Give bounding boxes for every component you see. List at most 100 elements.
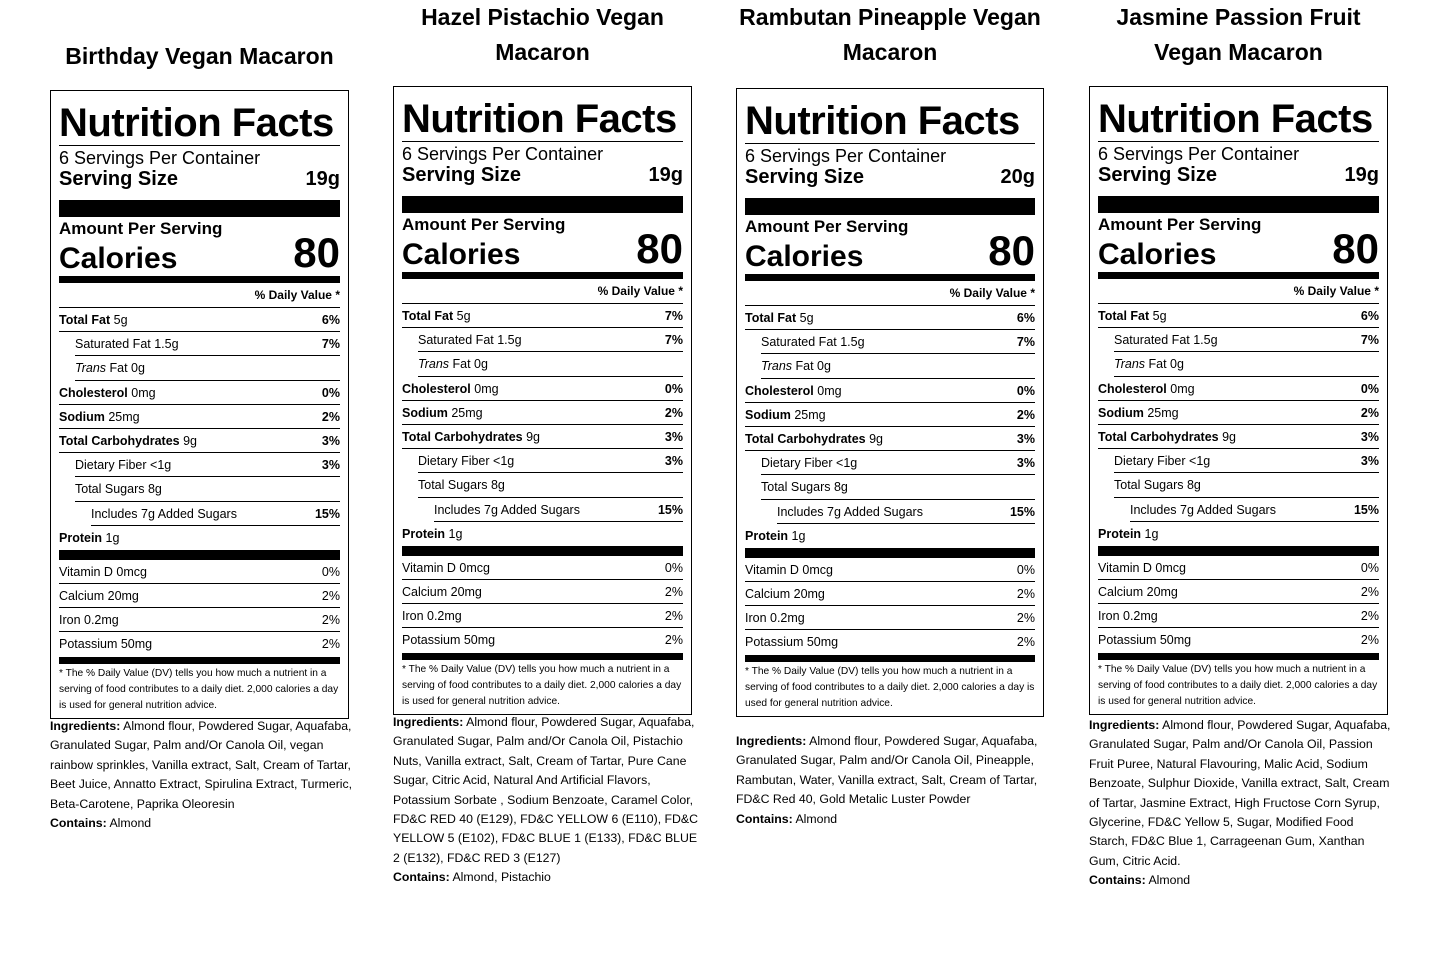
nutrient-amount: <1g [150, 458, 172, 473]
contains-value: Almond [795, 811, 838, 826]
vitamin-row: Iron 0.2mg 2% [59, 608, 340, 633]
serving-size-row: Serving Size 20g [745, 166, 1035, 189]
nutrient-daily-value: 0% [321, 385, 340, 400]
nutrient-label: Total Sugars 8g [75, 477, 162, 500]
serving-size-row: Serving Size 19g [1098, 164, 1379, 187]
nutrient-name: Total Carbohydrates [402, 429, 523, 444]
nutrition-facts-heading: Nutrition Facts [402, 97, 677, 141]
ingredients-label: Ingredients: [50, 719, 121, 733]
ingredients-label: Ingredients: [1089, 718, 1160, 732]
nutrient-name: Protein [59, 530, 103, 545]
ingredients-text: Ingredients: Almond flour, Powdered Suga… [393, 713, 698, 868]
nutrient-daily-value: 7% [1016, 335, 1035, 350]
nutrient-row: Total Sugars 8g [75, 477, 340, 502]
footnote-divider [745, 654, 1035, 662]
nutrient-daily-value: 3% [321, 433, 340, 448]
nutrient-row: Total Carbohydrates 9g 3% [59, 429, 340, 454]
nutrient-row: Total Fat 5g 6% [745, 306, 1035, 331]
vitamin-name: Potassium 50mg [59, 637, 153, 652]
nutrient-row: Protein 1g [745, 524, 1035, 548]
nutrient-daily-value: 2% [1360, 405, 1379, 420]
nutrient-row: Total Fat 5g 6% [59, 308, 340, 333]
allergen-text: Contains: Almond [50, 814, 355, 833]
thick-divider [402, 196, 683, 213]
nutrient-name: Saturated Fat [75, 337, 151, 352]
thick-divider [745, 198, 1035, 215]
vitamin-daily-value: 2% [664, 609, 683, 624]
nutrient-row: Sodium 25mg 2% [745, 403, 1035, 427]
nutrient-name: Dietary Fiber [1114, 454, 1186, 469]
nutrient-amount: 1g [448, 526, 463, 541]
contains-label: Contains: [393, 870, 450, 885]
nutrient-amount: 25mg [108, 409, 140, 424]
daily-value-footnote: * The % Daily Value (DV) tells you how m… [59, 667, 339, 711]
protein-divider [1098, 545, 1379, 556]
vitamin-name: Potassium 50mg [745, 635, 839, 650]
nutrient-name: Includes 7g Added Sugars [434, 502, 580, 517]
vitamin-daily-value: 2% [1016, 611, 1035, 626]
nutrient-row: Total Carbohydrates 9g 3% [1098, 425, 1379, 450]
vitamin-name: Vitamin D 0mcg [59, 564, 147, 579]
vitamin-row: Calcium 20mg 2% [745, 582, 1035, 607]
nutrient-label: Includes 7g Added Sugars [91, 502, 237, 525]
ingredients-text: Ingredients: Almond flour, Powdered Suga… [736, 732, 1050, 810]
nutrient-amount: 25mg [794, 407, 826, 422]
serving-size-label: Serving Size [1098, 164, 1217, 186]
serving-size-label: Serving Size [745, 166, 864, 188]
nutrient-amount: 1g [105, 530, 120, 545]
vitamin-row: Iron 0.2mg 2% [1098, 604, 1379, 629]
nutrient-row: Protein 1g [59, 526, 340, 550]
footnote-divider [59, 656, 340, 664]
calories-label: Calories [402, 238, 521, 271]
vitamin-row: Vitamin D 0mcg 0% [1098, 556, 1379, 581]
protein-divider [402, 545, 683, 556]
nutrient-label: Total Fat 5g [59, 308, 128, 331]
contains-value: Almond, Pistachio [452, 870, 551, 885]
calories-row: Calories 80 [745, 230, 1035, 273]
nutrient-label: Dietary Fiber <1g [75, 453, 171, 476]
nutrition-facts-heading: Nutrition Facts [59, 101, 334, 145]
vitamin-name: Iron 0.2mg [59, 613, 119, 628]
nutrient-name: Cholesterol [1098, 381, 1167, 396]
ingredients-block: Ingredients: Almond flour, Powdered Suga… [1089, 716, 1394, 891]
ingredients-list: Almond flour, Powdered Sugar, Aquafaba, … [1089, 718, 1391, 868]
ingredients-block: Ingredients: Almond flour, Powdered Suga… [393, 713, 698, 888]
nutrient-label: Sodium 25mg [402, 401, 483, 424]
allergen-text: Contains: Almond, Pistachio [393, 868, 698, 887]
nutrient-label: Includes 7g Added Sugars [1130, 498, 1276, 521]
nutrient-name: Saturated Fat [1114, 333, 1190, 348]
nutrient-name: Sodium [402, 405, 448, 420]
servings-per-container: 6 Servings Per Container [1098, 144, 1300, 164]
vitamin-row: Calcium 20mg 2% [59, 584, 340, 609]
calories-value: 80 [293, 229, 340, 276]
vitamin-name: Potassium 50mg [402, 633, 496, 648]
vitamin-row: Iron 0.2mg 2% [402, 604, 683, 629]
nutrient-row: Trans Fat 0g [761, 354, 1035, 379]
ingredients-block: Ingredients: Almond flour, Powdered Suga… [736, 732, 1050, 829]
thick-divider [59, 200, 340, 217]
nutrient-label: Cholesterol 0mg [1098, 377, 1195, 400]
nutrient-amount: 25mg [451, 405, 483, 420]
nutrient-daily-value: 7% [664, 309, 683, 323]
vitamin-daily-value: 2% [1016, 587, 1035, 602]
nutrient-daily-value: 2% [321, 409, 340, 424]
contains-value: Almond [109, 816, 152, 831]
nutrient-name: Dietary Fiber [75, 458, 147, 473]
nutrient-label: Total Carbohydrates 9g [1098, 425, 1236, 448]
serving-size-value: 19g [1344, 164, 1379, 186]
vitamin-daily-value: 2% [1360, 609, 1379, 624]
nutrient-name: Sodium [1098, 405, 1144, 420]
allergen-text: Contains: Almond [1089, 871, 1394, 890]
medium-divider [1098, 272, 1379, 279]
daily-value-footnote: * The % Daily Value (DV) tells you how m… [1098, 663, 1378, 707]
vitamin-daily-value: 2% [1016, 635, 1035, 650]
nutrient-row: Total Sugars 8g [418, 473, 683, 498]
product-title: Hazel Pistachio Vegan Macaron [421, 4, 664, 65]
nutrient-amount: 8g [833, 480, 848, 495]
nutrient-daily-value: 15% [1353, 502, 1379, 517]
nutrient-name: Cholesterol [59, 385, 128, 400]
nutrient-daily-value: 3% [1360, 454, 1379, 469]
nutrient-label: Sodium 25mg [1098, 401, 1179, 424]
nutrient-row: Total Sugars 8g [1114, 473, 1379, 498]
nutrient-name: Total Sugars [761, 480, 831, 495]
